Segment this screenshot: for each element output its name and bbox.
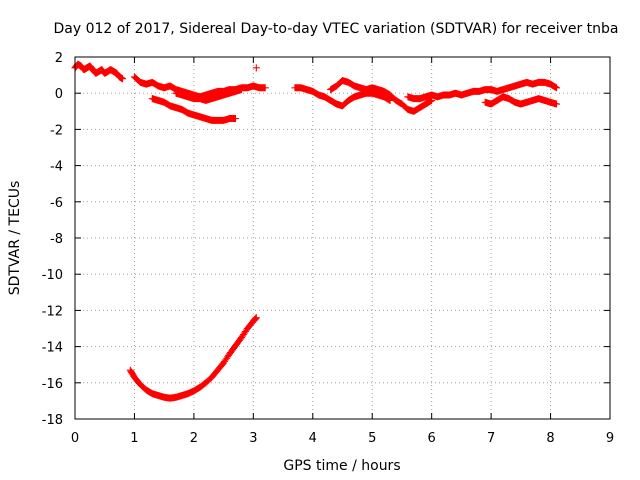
data-point-markers [327, 77, 436, 115]
x-tick-labels: 0 1 2 3 4 5 6 7 8 9 [71, 431, 614, 446]
x-tick-label: 9 [606, 431, 614, 446]
series-track-e [252, 64, 260, 72]
y-tick-label: 2 [55, 51, 63, 66]
data-point-markers [404, 78, 560, 103]
y-tick-label: -6 [50, 196, 63, 211]
data-point-markers [172, 86, 245, 104]
x-tick-label: 5 [368, 431, 376, 446]
y-tick-label: -12 [42, 304, 63, 319]
x-tick-label: 0 [71, 431, 79, 446]
y-tick-label: -18 [42, 413, 63, 428]
y-axis-label: SDTVAR / TECUs [7, 181, 23, 296]
y-tick-label: -16 [42, 377, 63, 392]
x-tick-label: 8 [546, 431, 554, 446]
data-point-markers [291, 84, 394, 110]
y-tick-label: -8 [50, 232, 63, 247]
x-tick-label: 4 [309, 431, 317, 446]
y-tick-label: 0 [55, 87, 63, 102]
data-point-markers [481, 93, 560, 108]
series-track-g [291, 84, 394, 110]
series-track-j [481, 93, 560, 108]
x-tick-label: 6 [428, 431, 436, 446]
series-track-c [148, 95, 239, 124]
y-tick-label: -4 [50, 160, 63, 175]
chart-title: Day 012 of 2017, Sidereal Day-to-day VTE… [53, 21, 618, 37]
y-tick-label: -2 [50, 123, 63, 138]
x-tick-label: 2 [190, 431, 198, 446]
x-tick-label: 3 [249, 431, 257, 446]
data-point-markers [126, 314, 260, 402]
y-tick-labels: 2 0 -2 -4 -6 -8 -10 -12 -14 -16 -18 [42, 51, 63, 428]
axis-ticks [74, 56, 611, 420]
x-tick-label: 1 [130, 431, 138, 446]
x-axis-label: GPS time / hours [283, 458, 400, 474]
series-track-f [126, 314, 260, 402]
y-tick-label: -10 [42, 268, 63, 283]
series-track-i [404, 78, 560, 103]
series-track-h [327, 77, 436, 115]
y-tick-label: -14 [42, 341, 63, 356]
data-point-markers [148, 95, 239, 124]
data-marks [71, 60, 560, 402]
series-track-d [172, 86, 245, 104]
data-point-markers [252, 64, 260, 72]
x-tick-label: 7 [487, 431, 495, 446]
